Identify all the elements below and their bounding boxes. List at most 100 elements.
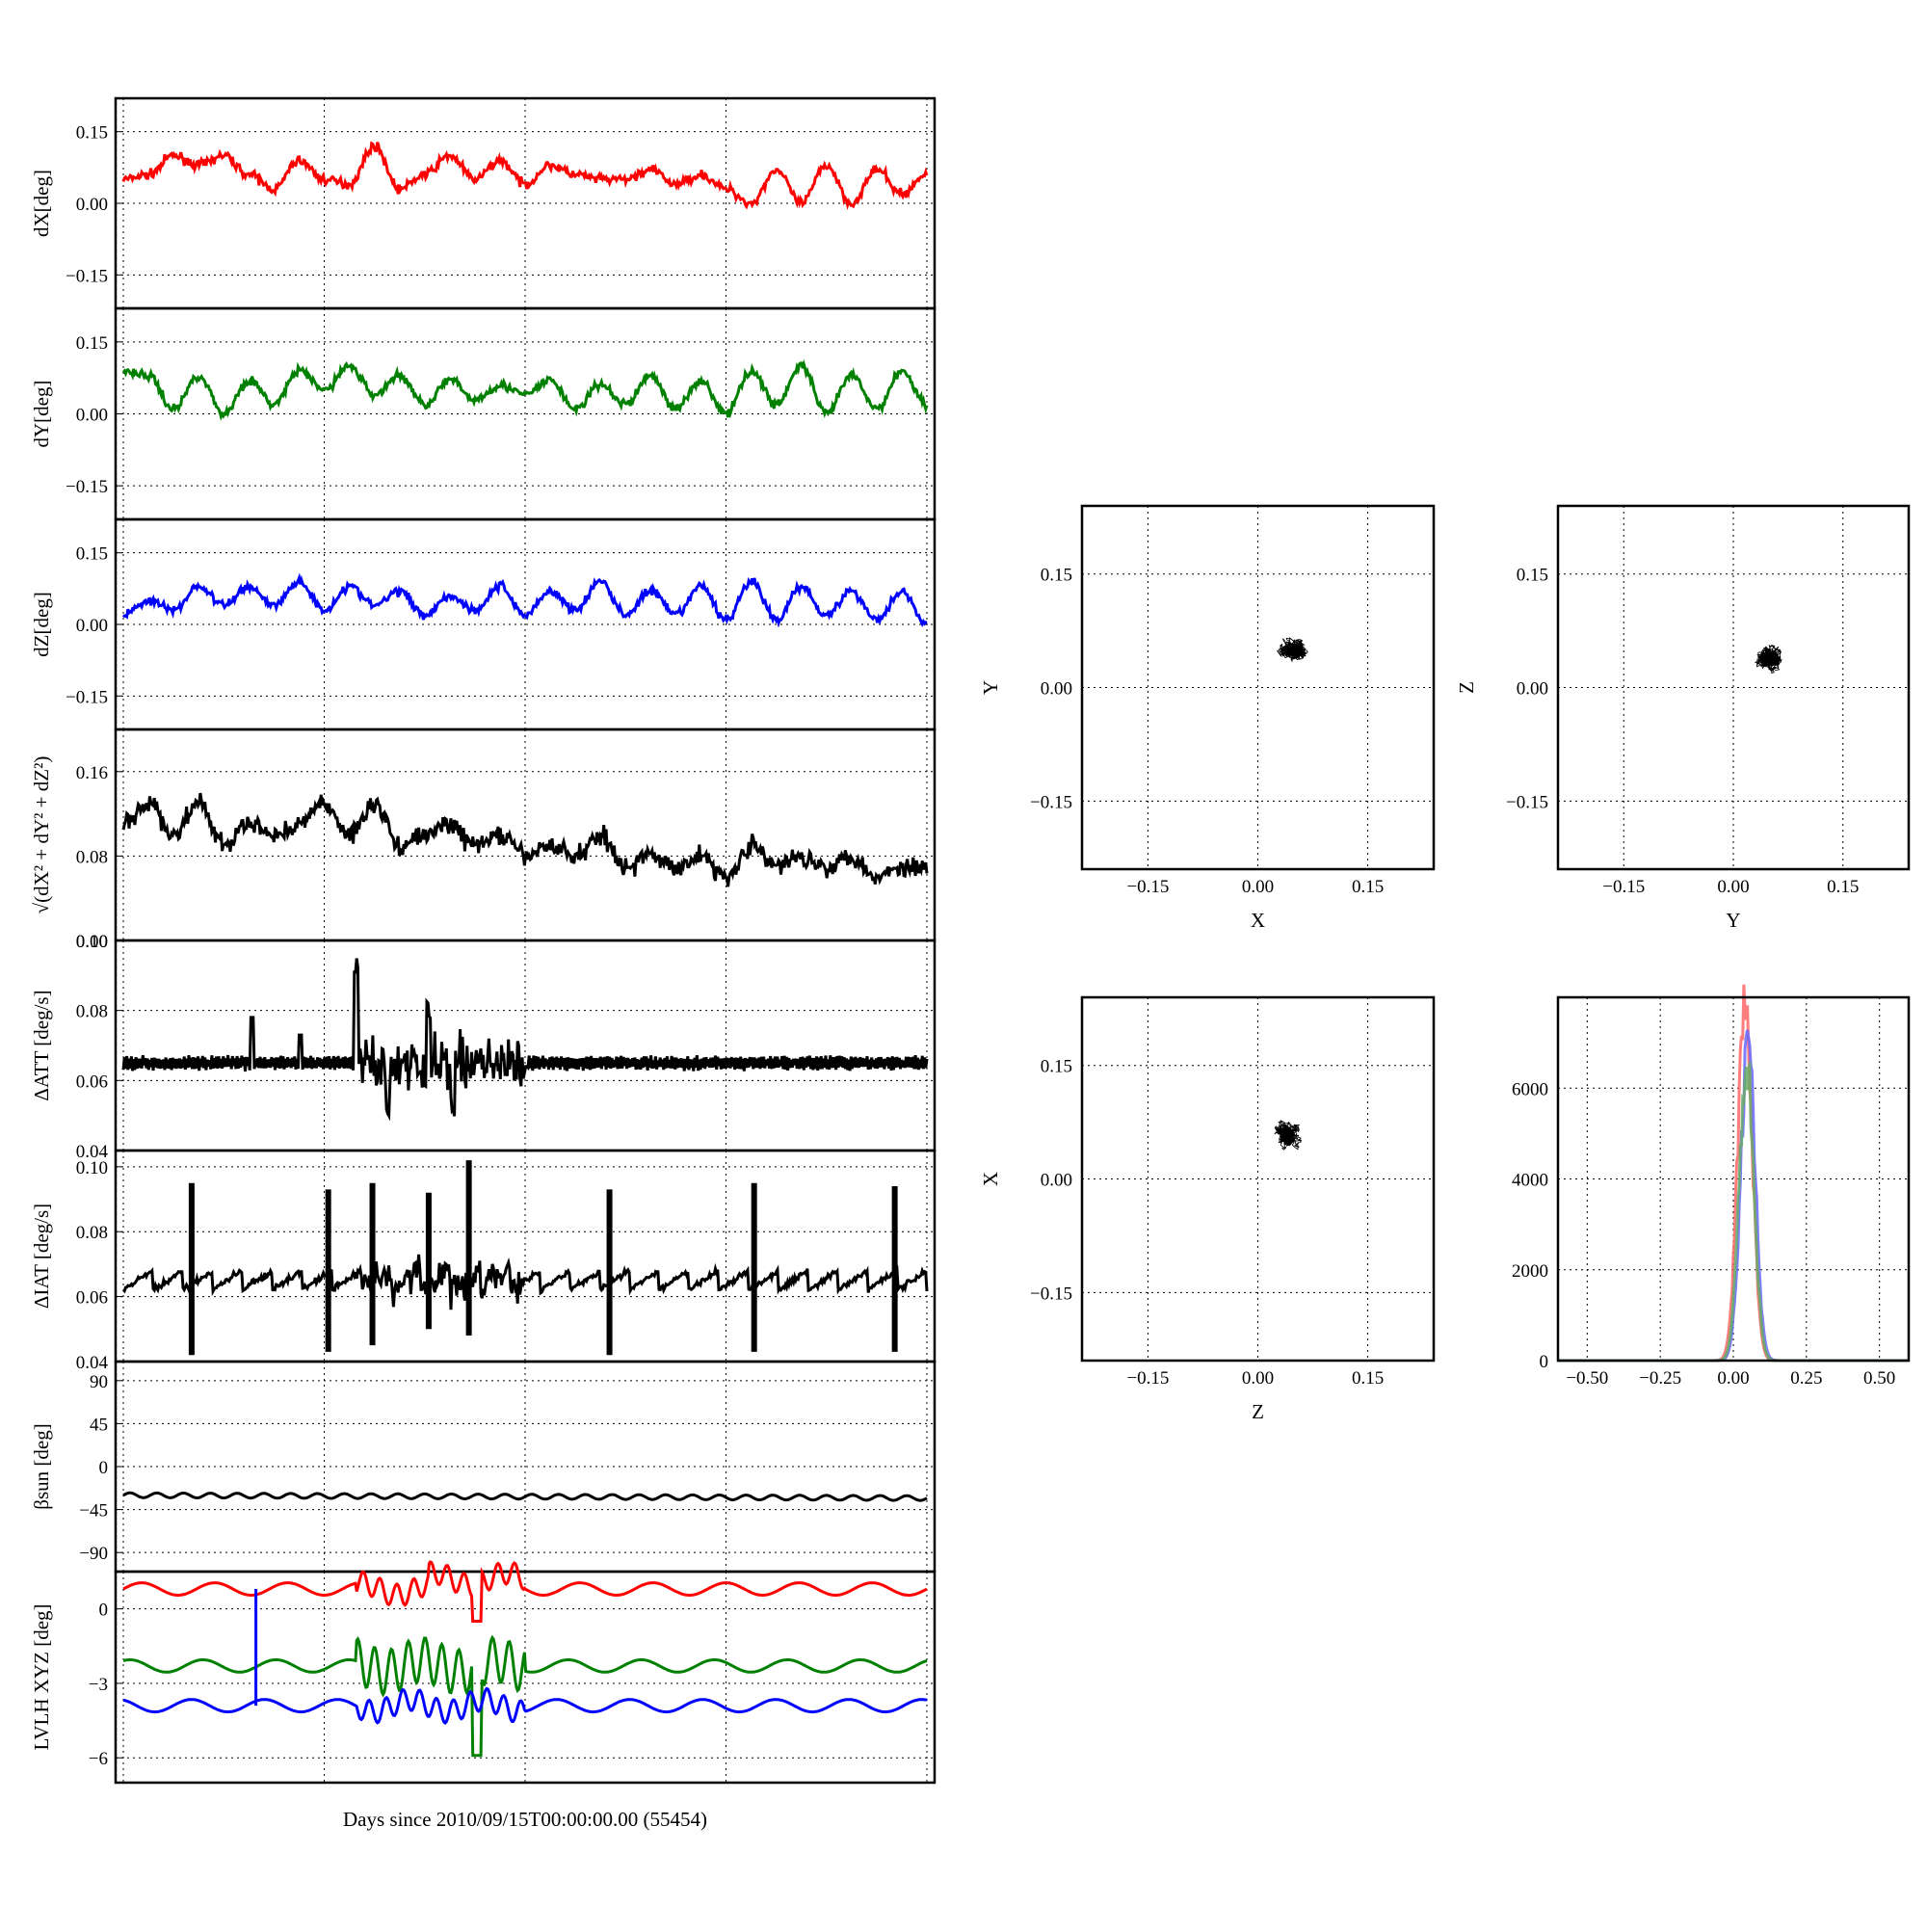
y-tick-label: 0.08 [76,1002,108,1022]
lvlh-panel: 0 −3 −6 LVLH XYZ [deg] [30,1560,937,1785]
scatter-trace [1276,637,1308,663]
y-axis-label: √(dX² + dY² + dZ²) [30,756,53,914]
y-tick-label: −0.15 [66,477,108,497]
x-tick-label: 0.00 [1242,1368,1274,1389]
series-line [122,1254,929,1310]
y-axis-label: LVLH XYZ [deg] [30,1603,53,1750]
y-axis-label: ΔIAT [deg/s] [30,1204,53,1309]
dx-panel: 0.15 0.00 −0.15 dX[deg] [30,96,937,310]
y-tick-label: 0.15 [1041,1057,1072,1077]
y-axis-label: dZ[deg] [30,592,53,657]
dz-panel: 0.15 0.00 −0.15 dZ[deg] [30,517,937,731]
y-tick-label: 90 [90,1372,108,1392]
y-tick-label: 0.15 [76,333,108,354]
x-tick-label: −0.15 [1126,1368,1169,1389]
x-axis-label: Z [1252,1400,1264,1423]
y-tick-label: 0.08 [76,847,108,867]
axes-frame [114,1570,937,1785]
y-tick-label: 0 [99,1458,109,1478]
y-axis-label: ΔATT [deg/s] [30,990,53,1100]
histogram-line [1558,1062,1908,1363]
y-tick-label: 0.04 [76,1353,109,1373]
axes-frame [1080,504,1436,871]
y-tick-label: 0.06 [76,1072,108,1092]
y-tick-label: 0.06 [76,1288,108,1309]
y-tick-label: 0.16 [76,763,108,783]
y-tick-label: 0.00 [1517,679,1548,700]
dr-panel: 0.16 0.08 0.00 √(dX² + dY² + dZ²) [30,728,937,952]
xy-scatter-panel: 0.15 0.00 −0.15 −0.15 0.00 0.15 X Y [979,504,1436,932]
histogram-panel: 6000 4000 2000 0 −0.50 −0.25 0.00 0.25 0.50 [1512,984,1911,1389]
y-tick-label: 0.08 [76,1223,108,1243]
series-line [122,1686,928,1725]
x-tick-label: −0.15 [1602,877,1645,897]
series-line [121,958,929,1122]
series-line [121,792,929,887]
scatter-trace [1754,644,1783,675]
y-axis-label: dY[deg] [30,381,53,448]
series-line [121,358,929,421]
series-line [122,1491,928,1502]
y-tick-label: 0.04 [76,1142,109,1162]
y-tick-label: 0.15 [1517,566,1548,586]
y-tick-label: −3 [89,1675,108,1695]
y-tick-label: 6000 [1512,1079,1548,1099]
y-axis-label: Z [1455,681,1478,694]
y-tick-label: 45 [90,1415,108,1435]
axes-frame [1080,995,1436,1363]
y-axis-label: βsun [deg] [30,1423,53,1509]
datt-panel: 0.10 0.08 0.06 0.04 ΔATT [deg/s] [30,932,937,1162]
y-tick-label: 0 [1540,1352,1549,1372]
y-tick-label: 0.00 [76,195,108,215]
y-tick-label: −0.15 [1030,792,1072,812]
series-line [121,141,929,211]
y-tick-label: 0.10 [76,1158,108,1178]
yz-scatter-panel: 0.15 0.00 −0.15 −0.15 0.00 0.15 Y Z [1455,504,1911,932]
y-axis-label: Y [979,680,1002,695]
axes-frame [1556,504,1911,871]
y-tick-label: −0.15 [66,266,108,286]
y-tick-label: 0.15 [1041,566,1072,586]
y-tick-label: −45 [79,1501,108,1522]
zx-scatter-panel: 0.15 0.00 −0.15 −0.15 0.00 0.15 Z X [979,995,1436,1423]
y-tick-label: 0.00 [1041,1171,1072,1191]
x-tick-label: −0.15 [1126,877,1169,897]
y-tick-label: 0 [99,1601,109,1621]
y-tick-label: 4000 [1512,1171,1548,1191]
y-tick-label: 0.00 [76,616,108,636]
y-tick-label: 0.15 [76,123,108,144]
x-axis-title: Days since 2010/09/15T00:00:00.00 (55454… [343,1808,707,1831]
y-axis-label: dX[deg] [30,170,53,237]
y-tick-label: −0.15 [1030,1284,1072,1304]
y-tick-label: 0.00 [76,406,108,426]
axes-frame [1556,995,1911,1363]
y-tick-label: 2000 [1512,1261,1548,1282]
x-tick-label: 0.00 [1242,877,1274,897]
x-tick-label: 0.00 [1717,877,1749,897]
x-tick-label: 0.50 [1863,1368,1895,1389]
x-tick-label: 0.15 [1352,877,1384,897]
y-tick-label: 0.00 [1041,679,1072,700]
x-tick-label: −0.50 [1566,1368,1608,1389]
y-tick-label: 0.00 [76,932,108,952]
x-tick-label: −0.25 [1639,1368,1681,1389]
y-tick-label: 0.15 [76,544,108,565]
dy-panel: 0.15 0.00 −0.15 dY[deg] [30,306,937,521]
y-axis-label: X [979,1172,1002,1186]
y-tick-label: −0.15 [66,687,108,707]
x-axis-label: X [1251,909,1265,932]
y-tick-label: 0.10 [76,932,108,952]
y-tick-label: −6 [89,1749,108,1769]
x-tick-label: 0.15 [1352,1368,1384,1389]
x-tick-label: 0.15 [1827,877,1859,897]
scatter-trace [1274,1120,1303,1151]
beta-panel: 90 45 0 −45 −90 βsun [deg] [30,1360,937,1574]
series-line [121,572,928,628]
y-tick-label: −90 [79,1544,108,1564]
y-tick-label: −0.15 [1506,792,1548,812]
x-tick-label: 0.25 [1790,1368,1822,1389]
series-line [122,1634,928,1758]
diat-panel: 0.10 0.08 0.06 0.04 ΔIAT [deg/s] [30,1149,937,1373]
